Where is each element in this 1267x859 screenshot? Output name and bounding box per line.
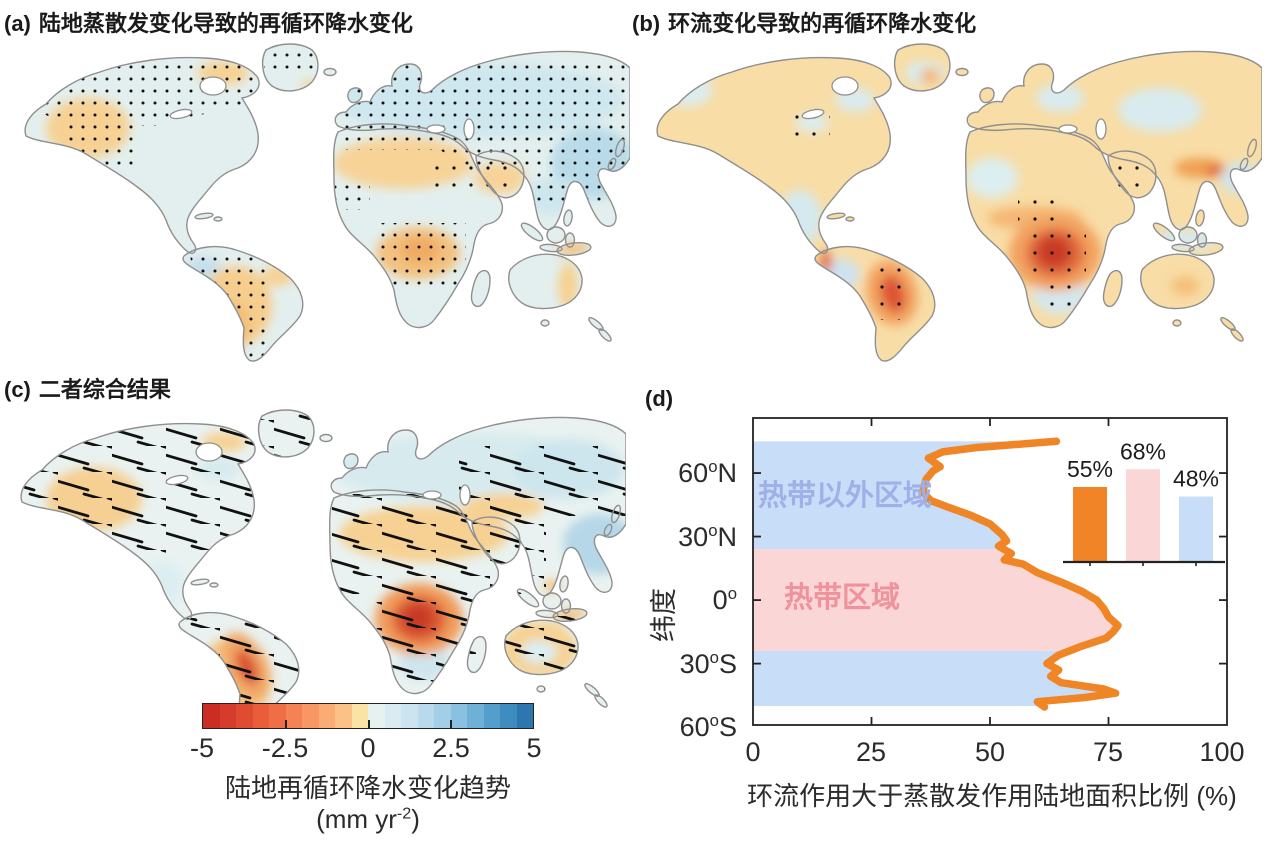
- colorbar-segment: [285, 704, 302, 728]
- axis-ticks: [753, 418, 1227, 725]
- inset-bar-label: 55%: [1067, 456, 1113, 482]
- panel-c-title-text: 二者综合结果: [38, 377, 171, 402]
- y-tick-60S: 60oS: [679, 711, 737, 743]
- x-tick-25: 25: [855, 737, 887, 767]
- map-a-et-driven-recycled-precip: [24, 43, 630, 362]
- panel-c-title: (c) 二者综合结果: [4, 372, 171, 404]
- colorbar-segment: [450, 704, 467, 728]
- coastlines: [24, 43, 630, 362]
- colorbar-tick-0: 0: [360, 733, 376, 763]
- y-tick-60N: 60oN: [678, 457, 737, 489]
- colorbar-tick-2p5: 2.5: [432, 733, 470, 763]
- colorbar-segment: [417, 704, 434, 728]
- panel-b-title-text: 环流变化导致的再循环降水变化: [668, 11, 977, 36]
- inset-bar: [1126, 469, 1160, 562]
- colorbar-tick-5: 5: [526, 733, 542, 763]
- x-tick-75: 75: [1092, 737, 1124, 767]
- map-b-circulation-driven-recycled-precip: [656, 43, 1262, 362]
- colorbar-tick--2p5: -2.5: [261, 733, 309, 763]
- colorbar-tick--5: -5: [189, 733, 214, 763]
- colorbar-segment: [500, 704, 517, 728]
- band-label-tropics: 热带区域: [784, 582, 901, 614]
- colorbar-segment: [252, 704, 269, 728]
- colorbar-units: (mm yr-2): [316, 804, 420, 834]
- colorbar-tickmark: [449, 720, 452, 728]
- coastlines: [656, 43, 1262, 362]
- inset-bar: [1179, 496, 1213, 562]
- colorbar-segment: [401, 704, 418, 728]
- colorbar-tickmark: [285, 720, 288, 728]
- colorbar-segment: [269, 704, 286, 728]
- colorbar: [202, 703, 534, 729]
- panel-a-tag: (a): [4, 11, 31, 36]
- inset-bar-label: 48%: [1173, 466, 1219, 492]
- colorbar-tickmark: [367, 720, 370, 728]
- colorbar-segment: [335, 704, 352, 728]
- colorbar-segment: [351, 704, 368, 728]
- inset-bar: [1073, 487, 1107, 562]
- y-tick-0: 0o: [712, 584, 737, 616]
- percentage-line: [918, 437, 1122, 711]
- map-c-combined-result: [20, 409, 626, 728]
- panel-a-title-text: 陆地蒸散发变化导致的再循环降水变化: [38, 11, 413, 36]
- colorbar-segment: [368, 704, 385, 728]
- y-tick-30S: 30oS: [679, 647, 737, 679]
- latitude-percentage-chart: 55% 68% 48%: [752, 417, 1228, 726]
- colorbar-segment: [434, 704, 451, 728]
- x-tick-50: 50: [974, 737, 1006, 767]
- significance-marks: [28, 46, 630, 358]
- inset-bar-chart: 55% 68% 48%: [1063, 438, 1225, 566]
- panel-b-title: (b) 环流变化导致的再循环降水变化: [632, 6, 976, 38]
- significance-marks: [788, 110, 1152, 320]
- colorbar-segment: [302, 704, 319, 728]
- coastlines: [20, 409, 626, 728]
- colorbar-segment: [483, 704, 500, 728]
- panel-a-title: (a) 陆地蒸散发变化导致的再循环降水变化: [4, 6, 413, 38]
- band-label-extratropics: 热带以外区域: [758, 480, 933, 512]
- lakes: [165, 442, 471, 506]
- colorbar-label: 陆地再循环降水变化趋势: [224, 773, 511, 803]
- inset-bar-label: 68%: [1120, 438, 1166, 464]
- colorbar-segment: [236, 704, 253, 728]
- panel-c-tag: (c): [4, 377, 31, 402]
- x-tick-0: 0: [745, 737, 761, 767]
- colorbar-segment: [467, 704, 484, 728]
- colorbar-segment: [203, 704, 220, 728]
- significance-marks: [24, 410, 626, 728]
- colorbar-segment: [384, 704, 401, 728]
- colorbar-segment: [516, 704, 533, 728]
- colorbar-segment: [219, 704, 236, 728]
- lakes: [169, 76, 475, 140]
- y-tick-30N: 30oN: [678, 520, 737, 552]
- lakes: [801, 76, 1107, 140]
- colorbar-segment: [318, 704, 335, 728]
- chart-d-x-axis-label: 环流作用大于蒸散发作用陆地面积比例 (%): [747, 781, 1237, 811]
- panel-b-tag: (b): [632, 11, 661, 36]
- panel-d-tag: (d): [645, 386, 674, 411]
- latitude-band-extratropics-south: [753, 650, 1116, 706]
- latitude-band-tropics: [753, 549, 1118, 651]
- x-tick-100: 100: [1199, 737, 1245, 767]
